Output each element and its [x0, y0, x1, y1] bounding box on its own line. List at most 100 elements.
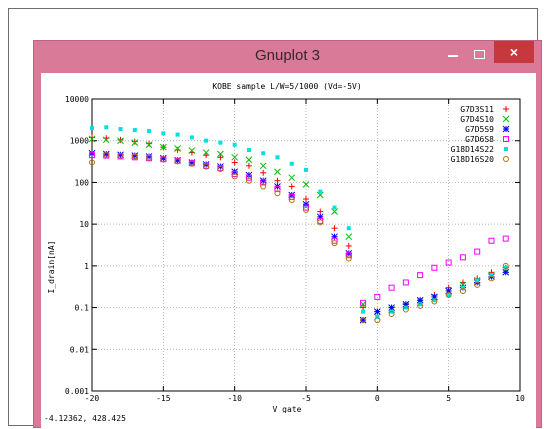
data-point	[261, 151, 266, 156]
data-point	[274, 168, 281, 176]
data-point	[245, 156, 253, 164]
x-tick-label: -5	[301, 394, 311, 403]
data-point	[117, 152, 124, 159]
data-point	[217, 154, 224, 161]
data-point	[303, 196, 309, 203]
y-tick-label: 100	[75, 178, 90, 187]
data-point	[417, 302, 424, 309]
data-point	[203, 163, 210, 170]
data-point	[345, 233, 353, 241]
x-tick-label: 10	[515, 394, 525, 403]
y-tick-label: 0.001	[65, 387, 89, 396]
data-point	[217, 165, 224, 172]
data-point	[431, 298, 438, 305]
data-point	[388, 304, 395, 311]
data-point	[89, 152, 95, 159]
data-point	[174, 158, 181, 165]
data-point	[217, 150, 224, 158]
cursor-coordinate-readout: -4.12362, 428.425	[44, 414, 126, 423]
data-point	[331, 240, 338, 247]
data-point	[459, 287, 466, 294]
legend-marker	[502, 125, 510, 133]
data-point	[459, 254, 466, 261]
data-point	[445, 292, 452, 299]
y-tick-label: 1	[84, 262, 89, 271]
data-point	[332, 205, 337, 210]
data-point	[260, 169, 267, 176]
legend-label: G7D3S11	[460, 105, 494, 114]
legend-marker	[503, 156, 509, 162]
plot-area[interactable]: KOBE sample L/W=5/1000 (Vd=-5V) V_gate I…	[41, 73, 536, 429]
data-point	[147, 129, 152, 134]
data-point	[503, 265, 508, 270]
y-tick-label: 10000	[65, 95, 89, 104]
y-tick-label: 0.01	[70, 345, 89, 354]
x-tick-label: 5	[446, 394, 451, 403]
data-point	[288, 174, 296, 182]
y-tick-label: 1000	[70, 137, 89, 146]
data-point	[104, 125, 109, 130]
close-button[interactable]: ×	[494, 41, 534, 63]
data-point	[88, 135, 96, 143]
data-point	[274, 190, 281, 197]
data-point	[388, 284, 395, 291]
data-point	[317, 219, 324, 226]
data-point	[288, 183, 295, 190]
data-point	[174, 145, 181, 152]
data-point	[103, 151, 110, 158]
legend-label: G7D6S8	[465, 135, 494, 144]
data-point	[418, 302, 423, 307]
data-point	[274, 185, 281, 192]
data-point	[304, 167, 308, 172]
data-point	[131, 139, 139, 146]
data-point	[417, 272, 424, 279]
data-point	[175, 132, 180, 137]
y-tick-label: 0.1	[75, 304, 90, 313]
legend-label: G7D5S9	[465, 125, 494, 134]
x-tick-label: -10	[227, 394, 242, 403]
data-point	[146, 140, 153, 147]
data-point	[188, 147, 196, 154]
data-point	[402, 306, 409, 313]
data-point	[89, 159, 95, 166]
minimize-button[interactable]	[441, 45, 465, 65]
chart-title: KOBE sample L/W=5/1000 (Vd=-5V)	[212, 82, 361, 91]
data-point	[402, 279, 409, 286]
data-point	[303, 206, 309, 213]
maximize-button[interactable]	[467, 45, 491, 65]
data-point	[159, 143, 167, 151]
data-point	[331, 225, 338, 232]
data-point	[331, 208, 338, 215]
data-point	[345, 252, 352, 259]
gnuplot-window: Gnuplot 3 × KOBE sample L/W=5/1000 (Vd=-…	[33, 40, 542, 429]
data-point	[131, 153, 138, 160]
data-point	[388, 311, 395, 318]
data-point	[475, 278, 480, 283]
data-point	[117, 137, 124, 145]
data-point	[289, 161, 294, 166]
legend: G7D3S11G7D4S10G7D5S9G7D6S8G18D14S22G18D1…	[451, 105, 510, 164]
data-point	[403, 305, 408, 310]
series-G18D14S22	[90, 125, 508, 319]
data-point	[132, 128, 137, 133]
scatter-chart: KOBE sample L/W=5/1000 (Vd=-5V) V_gate I…	[41, 73, 536, 414]
data-point	[118, 127, 123, 132]
legend-label: G18D16S20	[451, 155, 495, 164]
data-point	[374, 317, 381, 324]
title-bar[interactable]: Gnuplot 3 ×	[34, 41, 541, 73]
x-tick-label: -15	[156, 394, 171, 403]
data-point	[488, 237, 495, 244]
data-point	[360, 299, 367, 306]
data-point	[317, 208, 324, 215]
data-point	[275, 155, 280, 160]
x-tick-label: -20	[85, 394, 100, 403]
data-point	[502, 262, 509, 269]
data-point	[474, 248, 481, 255]
data-point	[502, 268, 510, 276]
data-point	[345, 242, 352, 249]
data-point	[231, 153, 239, 161]
data-points	[88, 125, 510, 324]
data-point	[145, 141, 153, 149]
data-point	[318, 189, 323, 194]
data-point	[489, 273, 494, 278]
